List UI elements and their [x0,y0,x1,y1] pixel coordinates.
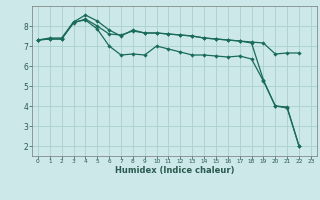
X-axis label: Humidex (Indice chaleur): Humidex (Indice chaleur) [115,166,234,175]
